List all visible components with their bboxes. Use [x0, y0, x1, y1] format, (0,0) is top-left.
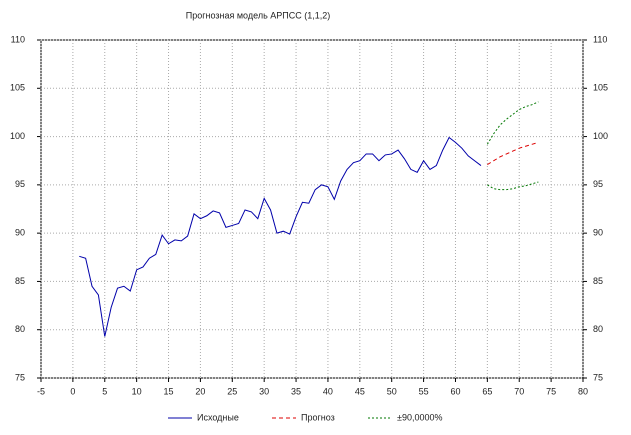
- x-tick-label: 15: [164, 386, 174, 396]
- y-tick-label: 85: [15, 276, 25, 286]
- y2-tick-label: 85: [593, 276, 603, 286]
- x-tick-label: 30: [259, 386, 269, 396]
- x-tick-label: 60: [450, 386, 460, 396]
- y-tick-label: 80: [15, 324, 25, 334]
- y-tick-label: 90: [15, 228, 25, 238]
- x-tick-label: 20: [195, 386, 205, 396]
- x-tick-label: 40: [323, 386, 333, 396]
- y2-tick-label: 100: [593, 131, 608, 141]
- x-tick-label: 45: [355, 386, 365, 396]
- x-tick-label: 5: [102, 386, 107, 396]
- y2-tick-label: 105: [593, 83, 608, 93]
- x-tick-label: 10: [132, 386, 142, 396]
- y2-tick-label: 80: [593, 324, 603, 334]
- data-line: [79, 136, 482, 337]
- x-tick-label: 75: [546, 386, 556, 396]
- legend-label: Исходные: [197, 412, 239, 422]
- x-tick-label: 80: [578, 386, 588, 396]
- x-tick-label: 25: [227, 386, 237, 396]
- y2-tick-label: 75: [593, 372, 603, 382]
- x-tick-label: 0: [70, 386, 75, 396]
- y-tick-label: 110: [11, 34, 25, 44]
- y-tick-label: 105: [10, 83, 25, 93]
- chart-title: Прогнозная модель АРПСС (1,1,2): [186, 10, 331, 20]
- legend-label: ±90,0000%: [397, 412, 442, 422]
- data-line: [487, 181, 539, 191]
- y-tick-label: 95: [15, 179, 25, 189]
- y2-tick-label: 95: [593, 179, 603, 189]
- x-tick-label: -5: [37, 386, 45, 396]
- x-tick-label: 55: [419, 386, 429, 396]
- legend-label: Прогноз: [301, 412, 335, 422]
- data-line: [487, 141, 539, 166]
- y2-tick-label: 110: [593, 34, 607, 44]
- y2-tick-label: 90: [593, 228, 603, 238]
- x-tick-label: 35: [291, 386, 301, 396]
- x-tick-label: 70: [514, 386, 524, 396]
- y-tick-label: 100: [10, 131, 25, 141]
- y-tick-label: 75: [15, 372, 25, 382]
- x-tick-label: 65: [482, 386, 492, 396]
- x-tick-label: 50: [387, 386, 397, 396]
